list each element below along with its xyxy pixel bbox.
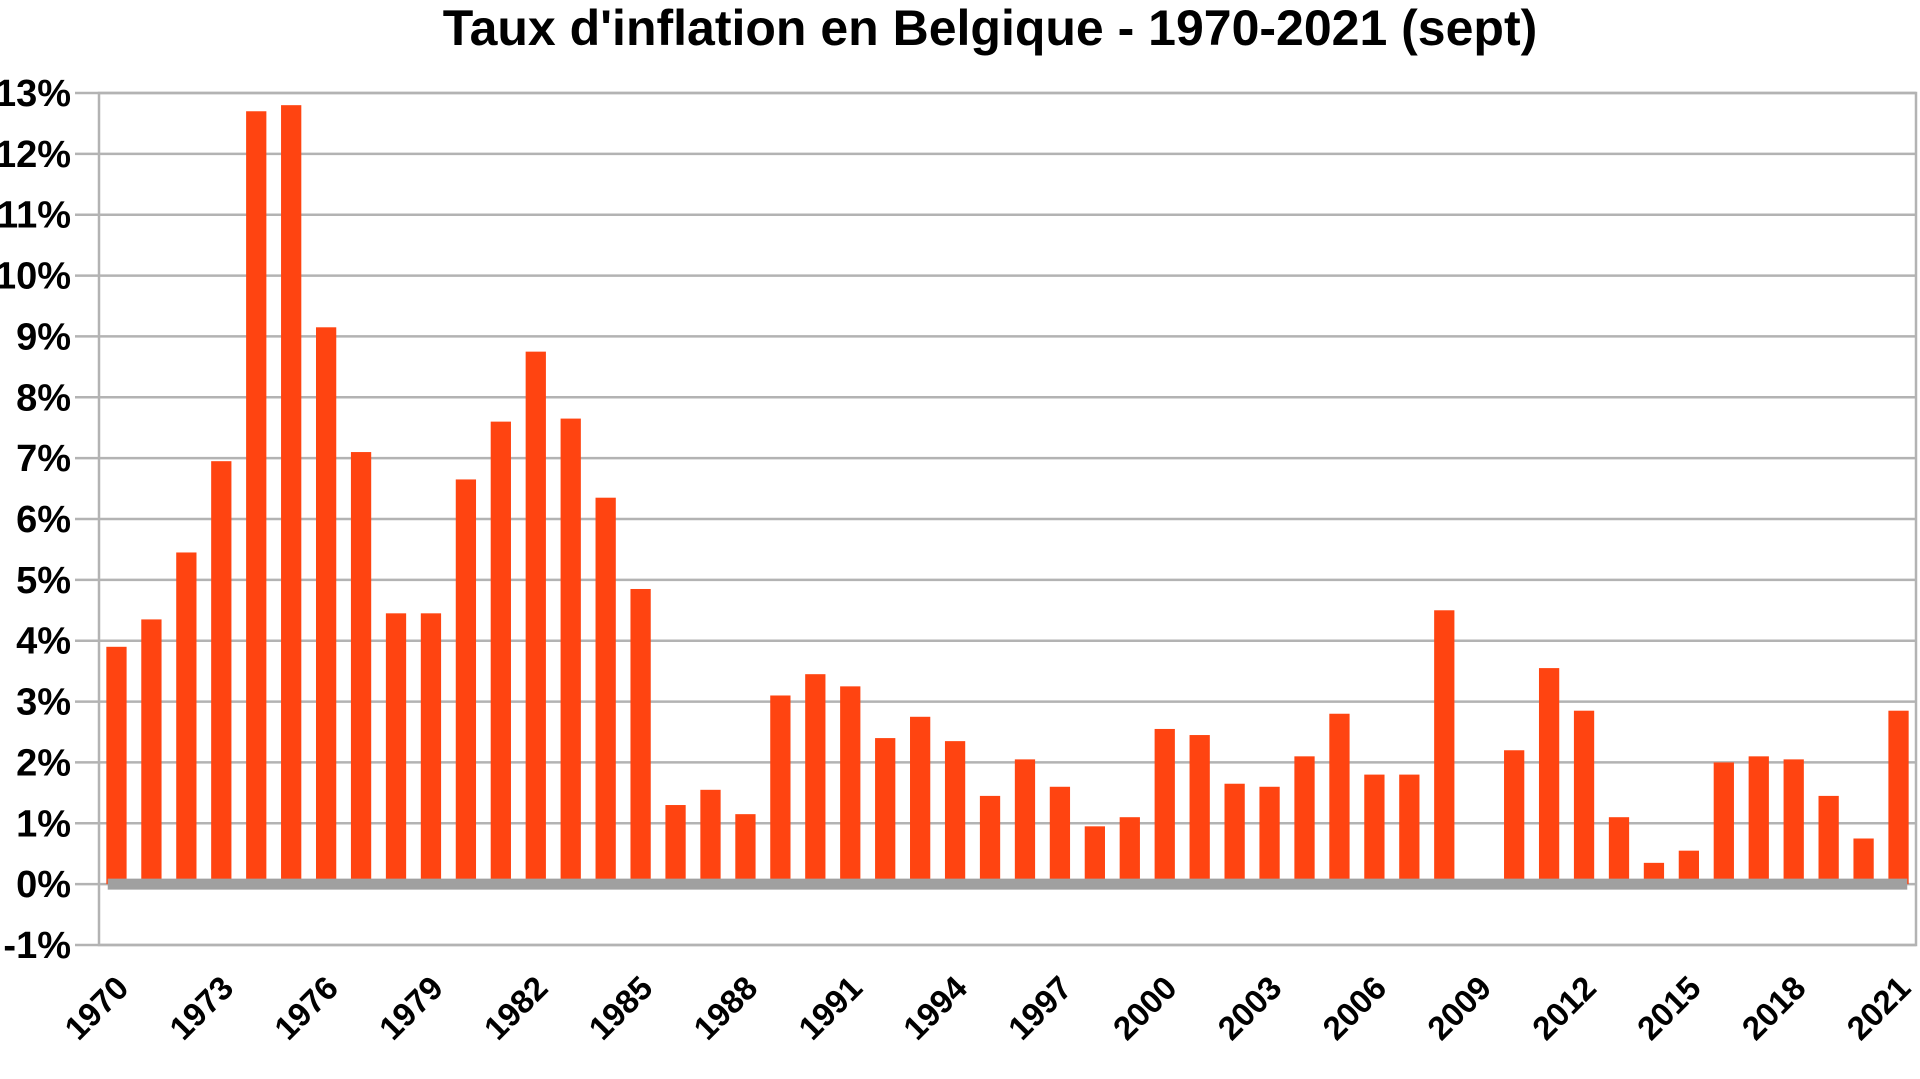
y-tick-label: -1%: [3, 925, 71, 967]
bar-2012: [1573, 710, 1595, 885]
bar-1994: [944, 741, 966, 885]
bar-2016: [1713, 762, 1734, 885]
bar-1978: [385, 613, 407, 885]
x-tick-label: 1991: [791, 969, 869, 1047]
bar-2013: [1608, 817, 1630, 885]
bar-1992: [875, 738, 896, 885]
bars: [106, 105, 1909, 888]
x-tick-label: 1976: [267, 969, 345, 1047]
bar-1988: [735, 814, 756, 885]
x-tick-label: 2021: [1839, 969, 1917, 1047]
x-tick-label: 2012: [1525, 969, 1603, 1047]
bar-2001: [1189, 735, 1210, 885]
bar-1995: [979, 795, 1001, 885]
y-tick-label: 8%: [16, 377, 71, 419]
bar-1982: [525, 351, 546, 885]
y-tick-label: 9%: [16, 316, 71, 358]
bar-1971: [141, 619, 162, 885]
bar-2004: [1294, 756, 1315, 885]
y-tick-label: 4%: [16, 621, 71, 663]
y-tick-label: 2%: [16, 742, 71, 784]
y-tick-label: 7%: [16, 438, 71, 480]
chart-title: Taux d'inflation en Belgique - 1970-2021…: [443, 0, 1538, 56]
bar-1981: [490, 421, 511, 885]
bar-1990: [805, 674, 826, 885]
bar-1997: [1049, 786, 1071, 885]
bar-2000: [1154, 728, 1175, 885]
x-tick-label: 2018: [1735, 969, 1813, 1047]
bar-2015: [1678, 850, 1700, 885]
bar-1989: [770, 695, 791, 885]
x-tick-label: 1994: [896, 968, 975, 1047]
bar-1979: [420, 613, 442, 885]
bar-2020: [1853, 838, 1874, 885]
bar-1972: [176, 552, 197, 885]
bar-1970: [106, 646, 127, 885]
bar-1985: [630, 588, 651, 885]
bar-1999: [1119, 817, 1140, 885]
y-tick-label: 1%: [16, 803, 71, 845]
bar-2006: [1364, 774, 1385, 885]
y-tick-label: 11%: [0, 195, 71, 237]
y-axis-tick-labels: -1% 0% 1% 2% 3% 4% 5% 6% 7% 8% 9% 10% 11% 12% 13%: [0, 73, 71, 967]
x-tick-label: 2006: [1315, 969, 1393, 1047]
bar-2002: [1224, 783, 1245, 885]
x-tick-label: 1997: [1001, 969, 1079, 1047]
bar-1984: [595, 497, 616, 885]
bar-2010: [1504, 750, 1525, 885]
x-tick-label: 1985: [581, 969, 659, 1047]
x-tick-label: 1982: [477, 969, 555, 1047]
x-tick-label: 2009: [1420, 969, 1498, 1047]
bar-1996: [1014, 759, 1036, 885]
bar-2017: [1748, 756, 1769, 885]
bar-1974: [246, 111, 267, 885]
plot-frame: [97, 91, 1918, 947]
bar-2007: [1399, 774, 1420, 885]
x-tick-label: 1973: [162, 969, 240, 1047]
bar-2008: [1434, 610, 1455, 885]
bar-1976: [315, 327, 337, 885]
bar-1973: [211, 461, 232, 885]
y-tick-label: 0%: [16, 864, 71, 906]
y-tick-label: 5%: [16, 560, 71, 602]
bar-2019: [1818, 795, 1839, 885]
bar-1991: [840, 686, 861, 885]
x-tick-label: 1979: [372, 969, 450, 1047]
bar-2011: [1538, 668, 1560, 885]
bar-1998: [1084, 826, 1105, 885]
x-tick-label: 1970: [57, 969, 135, 1047]
x-tick-label: 2000: [1106, 969, 1184, 1047]
x-tick-label: 2015: [1630, 969, 1708, 1047]
bar-1987: [700, 789, 721, 885]
bar-2005: [1329, 713, 1350, 885]
bar-1975: [281, 105, 302, 885]
bar-1983: [560, 418, 581, 885]
bar-2003: [1259, 786, 1280, 885]
y-tick-label: 12%: [0, 134, 71, 176]
bar-1980: [455, 479, 477, 885]
x-tick-label: 1988: [686, 969, 764, 1047]
x-axis-tick-labels: 1970 1973 1976 1979 1982 1985 1988 1991 1994 1997…: [57, 968, 1917, 1047]
bar-1993: [910, 716, 931, 885]
y-tick-label: 10%: [0, 256, 71, 298]
bar-2018: [1783, 759, 1804, 885]
y-tick-label: 6%: [16, 499, 71, 541]
bar-2021: [1888, 710, 1909, 885]
x-tick-label: 2003: [1210, 969, 1288, 1047]
bar-1977: [350, 452, 372, 885]
y-tick-label: 3%: [16, 682, 71, 724]
y-tick-label: 13%: [0, 73, 71, 115]
bar-1986: [665, 805, 686, 885]
